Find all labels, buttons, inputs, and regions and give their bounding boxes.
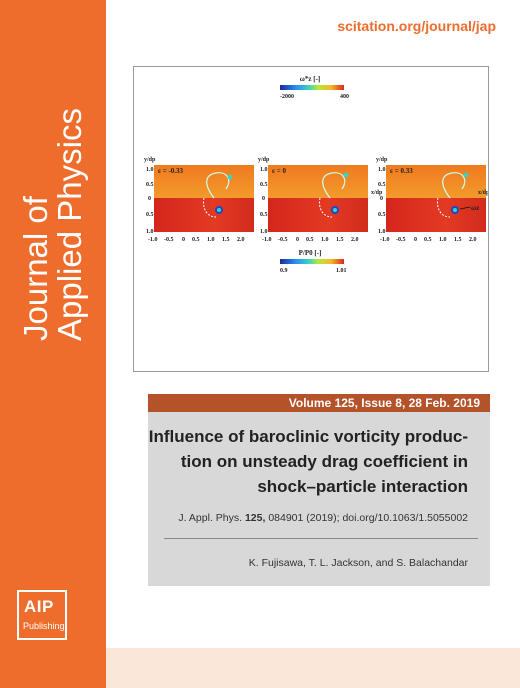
panel-2-xlabel: x/dp <box>371 190 383 196</box>
svg-text:-0.5: -0.5 <box>278 237 288 243</box>
svg-text:1.0: 1.0 <box>146 167 154 173</box>
article-title[interactable]: Influence of baroclinic vorticity produc… <box>148 424 468 499</box>
bottom-colorbar-min: 0.9 <box>280 268 288 274</box>
article-title-line3: shock–particle interaction <box>257 477 468 496</box>
svg-text:1.0: 1.0 <box>207 237 215 243</box>
svg-text:0.5: 0.5 <box>424 237 432 243</box>
journal-title-line2: Applied Physics <box>51 108 88 341</box>
svg-text:1.0: 1.0 <box>260 167 268 173</box>
panel-3-xlabel: x/dp <box>478 190 488 196</box>
svg-text:1.5: 1.5 <box>222 237 230 243</box>
article-citation[interactable]: J. Appl. Phys. 125, 084901 (2019); doi.o… <box>178 512 468 524</box>
svg-text:2.0: 2.0 <box>351 237 359 243</box>
panel-2: y/dp ε = 0 x/dp 1.0 0.5 0 0.5 1.0 -1.0 -… <box>258 157 383 243</box>
journal-title: Journal of Applied Physics <box>0 29 106 349</box>
panel-3: y/dp ε = 0.33 ωz x/dp 1.0 0.5 0 0.5 1.0 … <box>376 157 488 243</box>
citation-prefix: J. Appl. Phys. <box>178 512 245 524</box>
svg-text:-1.0: -1.0 <box>380 237 390 243</box>
citation-volume: 125, <box>244 512 266 524</box>
top-colorbar-label: ω*z [-] <box>300 75 320 83</box>
bottom-strip <box>106 648 520 688</box>
aip-publishing-logo: AIP Publishing <box>17 590 67 640</box>
svg-text:1.5: 1.5 <box>454 237 462 243</box>
svg-text:0.5: 0.5 <box>146 182 154 188</box>
svg-text:0.5: 0.5 <box>378 182 386 188</box>
svg-text:1.0: 1.0 <box>378 229 386 235</box>
article-title-line1: Influence of baroclinic vorticity produc… <box>148 427 468 446</box>
svg-text:2.0: 2.0 <box>237 237 245 243</box>
bottom-colorbar <box>280 259 344 264</box>
svg-text:0.5: 0.5 <box>192 237 200 243</box>
panel-3-epsilon: ε = 0.33 <box>390 167 413 175</box>
svg-text:1.0: 1.0 <box>378 167 386 173</box>
svg-text:-0.5: -0.5 <box>164 237 174 243</box>
bottom-colorbar-max: 1.01 <box>336 268 347 274</box>
top-colorbar <box>280 85 344 90</box>
svg-text:0: 0 <box>262 196 265 202</box>
panel-3-annotation: ωz <box>471 204 479 212</box>
svg-text:0.5: 0.5 <box>146 212 154 218</box>
article-box[interactable]: Influence of baroclinic vorticity produc… <box>148 412 490 586</box>
top-colorbar-max: 400 <box>340 94 349 100</box>
article-authors: K. Fujisawa, T. L. Jackson, and S. Balac… <box>248 557 468 569</box>
svg-text:1.0: 1.0 <box>260 229 268 235</box>
svg-text:1.0: 1.0 <box>146 229 154 235</box>
issue-band: Volume 125, Issue 8, 28 Feb. 2019 <box>148 394 490 412</box>
cover-figure-graphic: ω*z [-] -2000 400 y/dp ε = -0.33 1.0 0.5… <box>144 75 488 274</box>
svg-text:-1.0: -1.0 <box>148 237 158 243</box>
citation-rest: 084901 (2019); doi.org/10.1063/1.5055002 <box>265 512 468 524</box>
panel-1-epsilon: ε = -0.33 <box>158 167 184 175</box>
svg-text:0.5: 0.5 <box>378 212 386 218</box>
journal-title-line1: Journal of <box>17 196 54 341</box>
svg-text:0: 0 <box>148 196 151 202</box>
panel-1: y/dp ε = -0.33 1.0 0.5 0 0.5 1.0 -1.0 -0… <box>144 157 254 243</box>
svg-text:-0.5: -0.5 <box>396 237 406 243</box>
svg-text:0.5: 0.5 <box>306 237 314 243</box>
aip-logo-text: AIP <box>24 597 54 616</box>
svg-text:-1.0: -1.0 <box>262 237 272 243</box>
journal-url[interactable]: scitation.org/journal/jap <box>337 18 496 34</box>
top-colorbar-min: -2000 <box>280 94 294 100</box>
bottom-colorbar-label: P/P0 [-] <box>299 249 322 257</box>
panel-1-ylabel: y/dp <box>144 157 156 163</box>
svg-text:0.5: 0.5 <box>260 182 268 188</box>
panel-2-epsilon: ε = 0 <box>272 167 286 175</box>
svg-text:0: 0 <box>182 237 185 243</box>
cover-figure: ω*z [-] -2000 400 y/dp ε = -0.33 1.0 0.5… <box>133 66 489 372</box>
panel-3-ylabel: y/dp <box>376 157 388 163</box>
svg-text:0: 0 <box>414 237 417 243</box>
article-divider <box>164 538 478 539</box>
svg-text:0: 0 <box>296 237 299 243</box>
svg-text:0: 0 <box>380 196 383 202</box>
svg-text:1.0: 1.0 <box>439 237 447 243</box>
svg-text:1.5: 1.5 <box>336 237 344 243</box>
svg-text:0.5: 0.5 <box>260 212 268 218</box>
article-title-line2: tion on unsteady drag coefficient in <box>180 452 468 471</box>
journal-sidebar: Journal of Applied Physics AIP Publishin… <box>0 0 106 688</box>
svg-text:2.0: 2.0 <box>469 237 477 243</box>
aip-logo-subtext: Publishing <box>23 621 65 631</box>
panel-2-ylabel: y/dp <box>258 157 270 163</box>
svg-text:1.0: 1.0 <box>321 237 329 243</box>
